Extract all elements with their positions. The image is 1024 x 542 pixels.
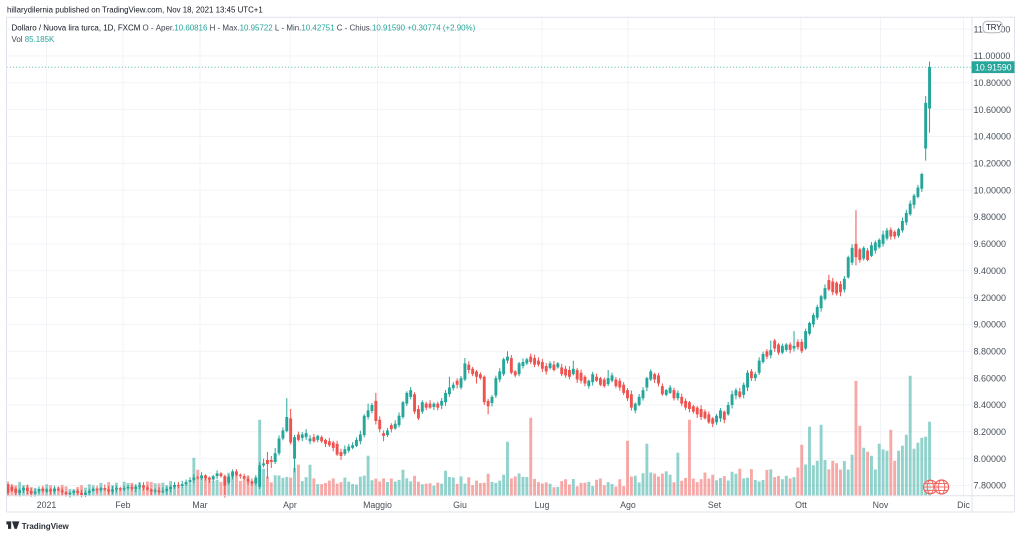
- svg-text:2021: 2021: [37, 500, 57, 510]
- svg-text:10.91590: 10.91590: [975, 63, 1012, 73]
- svg-text:Mar: Mar: [192, 500, 207, 510]
- svg-text:9.80000: 9.80000: [974, 212, 1007, 222]
- svg-text:Giu: Giu: [453, 500, 467, 510]
- svg-text:9.40000: 9.40000: [974, 266, 1007, 276]
- svg-text:7.80000: 7.80000: [974, 481, 1007, 491]
- svg-text:10.00000: 10.00000: [974, 185, 1012, 195]
- svg-text:8.40000: 8.40000: [974, 400, 1007, 410]
- svg-text:Vol 85.185K: Vol 85.185K: [12, 35, 56, 44]
- svg-text:10.80000: 10.80000: [974, 78, 1012, 88]
- svg-text:10.60000: 10.60000: [974, 105, 1012, 115]
- svg-text:Maggio: Maggio: [363, 500, 392, 510]
- svg-text:Feb: Feb: [115, 500, 130, 510]
- svg-text:10.20000: 10.20000: [974, 159, 1012, 169]
- svg-text:TradingView: TradingView: [22, 522, 70, 531]
- svg-text:TRY: TRY: [986, 23, 1002, 32]
- svg-text:10.40000: 10.40000: [974, 132, 1012, 142]
- svg-text:8.00000: 8.00000: [974, 454, 1007, 464]
- svg-text:Dollaro / Nuova lira turca, 1D: Dollaro / Nuova lira turca, 1D, FXCM O -…: [12, 24, 476, 33]
- svg-text:hillarydilernia published on T: hillarydilernia published on TradingView…: [7, 6, 263, 15]
- svg-text:Ago: Ago: [620, 500, 636, 510]
- svg-text:9.00000: 9.00000: [974, 320, 1007, 330]
- svg-text:Dic: Dic: [957, 500, 970, 510]
- svg-text:Ott: Ott: [795, 500, 807, 510]
- svg-text:8.60000: 8.60000: [974, 373, 1007, 383]
- svg-text:Lug: Lug: [535, 500, 550, 510]
- svg-text:11.00000: 11.00000: [974, 51, 1011, 61]
- svg-text:Apr: Apr: [283, 500, 297, 510]
- svg-text:Set: Set: [708, 500, 722, 510]
- svg-text:8.80000: 8.80000: [974, 347, 1007, 357]
- svg-text:9.60000: 9.60000: [974, 239, 1007, 249]
- svg-text:8.20000: 8.20000: [974, 427, 1007, 437]
- svg-text:9.20000: 9.20000: [974, 293, 1007, 303]
- svg-text:Nov: Nov: [873, 500, 889, 510]
